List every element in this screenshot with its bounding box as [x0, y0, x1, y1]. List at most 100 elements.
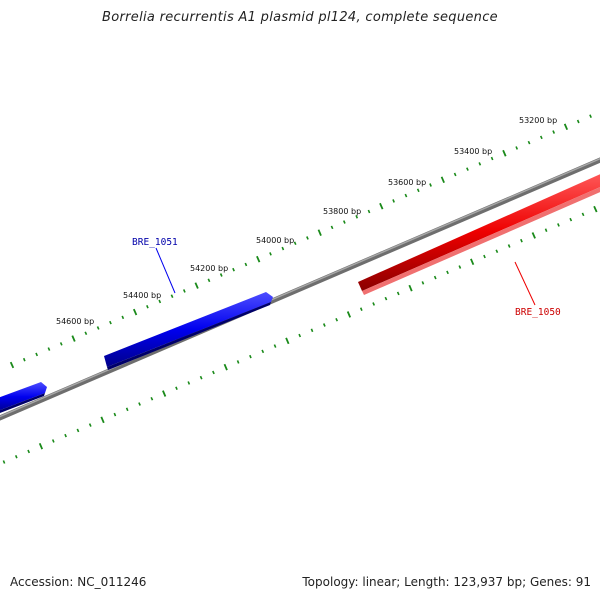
minor-tick	[298, 333, 302, 338]
minor-tick	[170, 294, 174, 299]
minor-tick	[146, 304, 149, 309]
major-tick	[132, 308, 138, 316]
minor-tick	[520, 238, 523, 243]
minor-tick	[59, 342, 63, 346]
minor-tick	[273, 344, 277, 348]
minor-tick	[392, 199, 395, 203]
minor-tick	[342, 220, 346, 224]
sequence-backbone-highlight	[0, 157, 600, 418]
gene-feature-bre-1050[interactable]	[358, 172, 600, 295]
minor-tick	[261, 349, 265, 354]
major-tick	[593, 205, 598, 213]
minor-tick	[483, 254, 486, 259]
sequence-summary: Topology: linear; Length: 123,937 bp; Ge…	[302, 575, 591, 589]
minor-tick	[199, 375, 203, 380]
major-tick	[563, 123, 569, 131]
scale-label: 54000 bp	[256, 236, 294, 245]
major-tick	[470, 258, 475, 266]
minor-tick	[2, 460, 6, 464]
major-tick	[531, 232, 536, 239]
major-tick	[285, 337, 290, 345]
minor-tick	[367, 209, 371, 214]
minor-tick	[64, 433, 67, 438]
minor-tick	[47, 347, 51, 351]
minor-tick	[335, 317, 339, 322]
minor-tick	[446, 270, 449, 275]
minor-tick	[557, 223, 560, 227]
minor-tick	[22, 357, 26, 362]
bre-1050-leader	[514, 261, 536, 306]
minor-tick	[113, 412, 117, 417]
scale-label: 54200 bp	[190, 264, 228, 273]
major-tick	[9, 361, 15, 369]
major-tick	[194, 282, 199, 289]
minor-tick	[416, 188, 420, 193]
minor-tick	[322, 323, 326, 327]
scale-label: 53800 bp	[323, 207, 361, 216]
minor-tick	[421, 281, 425, 285]
minor-tick	[182, 289, 186, 293]
major-tick	[346, 311, 352, 318]
minor-tick	[84, 331, 88, 336]
major-tick	[100, 416, 105, 424]
scale-label: 53600 bp	[388, 178, 426, 187]
minor-tick	[372, 302, 376, 306]
minor-tick	[207, 278, 211, 283]
minor-tick	[359, 307, 363, 311]
gene-feature-bre-1051[interactable]	[104, 292, 273, 370]
minor-tick	[150, 396, 154, 401]
inner-scale-ticks	[2, 205, 598, 464]
minor-tick	[14, 454, 18, 459]
scale-label: 53400 bp	[454, 147, 492, 156]
gene-feature-left-partial[interactable]	[0, 382, 47, 415]
minor-tick	[515, 146, 519, 150]
sequence-backbone	[0, 157, 600, 421]
minor-tick	[138, 402, 141, 406]
minor-tick	[310, 328, 314, 333]
major-tick	[408, 284, 413, 292]
minor-tick	[96, 326, 100, 330]
minor-tick	[490, 156, 494, 161]
scale-label: 53200 bp	[519, 116, 557, 125]
minor-tick	[429, 183, 432, 187]
minor-tick	[466, 167, 469, 171]
minor-tick	[306, 236, 309, 240]
minor-tick	[589, 114, 592, 119]
minor-tick	[544, 228, 548, 232]
minor-tick	[88, 423, 92, 427]
minor-tick	[212, 370, 215, 375]
major-tick	[162, 390, 167, 397]
major-tick	[223, 363, 228, 371]
gene-label-bre-1050: BRE_1050	[515, 307, 561, 318]
minor-tick	[527, 140, 531, 145]
minor-tick	[396, 291, 400, 296]
major-tick	[440, 176, 445, 184]
minor-tick	[175, 386, 178, 391]
major-tick	[256, 255, 261, 263]
minor-tick	[569, 217, 573, 222]
minor-tick	[219, 273, 223, 277]
minor-tick	[236, 360, 240, 364]
minor-tick	[249, 354, 252, 359]
major-tick	[317, 229, 322, 236]
minor-tick	[158, 299, 162, 304]
minor-tick	[330, 225, 334, 230]
minor-tick	[76, 428, 80, 433]
minor-tick	[458, 265, 462, 269]
minor-tick	[552, 130, 556, 134]
scale-label: 54600 bp	[56, 317, 94, 326]
minor-tick	[355, 215, 359, 219]
minor-tick	[244, 262, 248, 267]
minor-tick	[404, 193, 408, 198]
minor-tick	[187, 381, 191, 385]
minor-tick	[281, 246, 285, 251]
minor-tick	[125, 407, 129, 412]
minor-tick	[576, 119, 580, 124]
outer-scale-ticks	[9, 114, 592, 369]
minor-tick	[232, 267, 235, 272]
minor-tick	[121, 315, 125, 320]
accession-label: Accession: NC_011246	[10, 575, 147, 589]
gene-label-bre-1051: BRE_1051	[132, 237, 178, 248]
minor-tick	[495, 249, 499, 254]
